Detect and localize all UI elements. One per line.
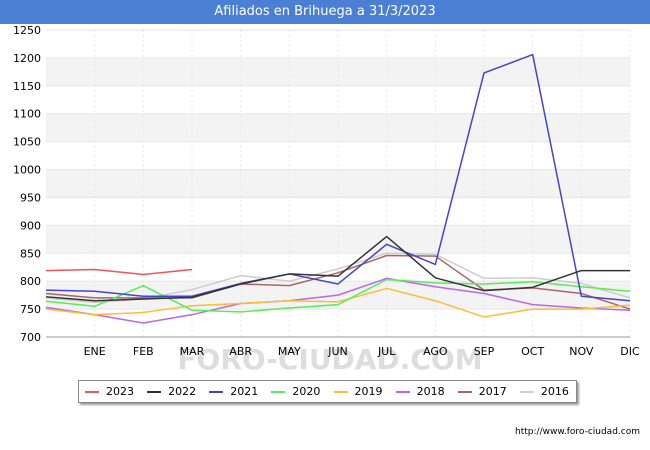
series-line-2023 [45,268,193,276]
series-line-2022 [45,235,630,302]
y-tick-label: 1250 [13,24,41,37]
series-line-2019 [45,287,631,318]
legend-item-2016: 2016 [519,381,569,402]
series-lines [45,53,631,324]
x-tick-label: JUN [327,345,348,358]
legend: 2023 2022 2021 2020 2019 2018 2017 2016 [78,380,577,403]
legend-item-2018: 2018 [395,381,445,402]
legend-swatch [519,390,534,393]
legend-item-2020: 2020 [271,381,320,402]
y-tick-label: 1200 [13,52,41,65]
line-chart: FORO-CIUDAD.COM 700 750 800 850 900 950 1000 10… [13,24,640,374]
y-tick-label: 700 [20,331,41,344]
legend-label: 2017 [478,385,507,398]
watermark: FORO-CIUDAD.COM [177,343,482,374]
y-tick-label: 850 [20,247,41,260]
legend-label: 2022 [168,385,197,398]
x-tick-label: ABR [229,345,252,358]
legend-swatch [395,390,410,393]
source-url: http://www.foro-ciudad.com [515,427,640,437]
x-tick-label: ENE [84,345,106,358]
grid-band [46,113,630,142]
series-line-2020 [45,278,631,313]
legend-label: 2019 [354,385,383,398]
legend-item-2021: 2021 [209,381,258,402]
legend-label: 2018 [416,385,445,398]
grid-band [46,225,630,254]
series-line-2021 [45,53,631,302]
y-tick-label: 1050 [13,136,41,149]
x-tick-label: MAR [180,345,205,358]
y-axis-ticks: 700 750 800 850 900 950 1000 1050 1100 1150 1200 12… [13,24,41,344]
legend-item-2019: 2019 [333,381,383,402]
y-tick-label: 750 [20,303,41,316]
chart-header: Afiliados en Brihuega a 31/3/2023 [0,0,650,24]
x-tick-label: DIC [620,345,640,358]
legend-swatch [457,390,472,393]
grid-lines [46,29,631,338]
legend-item-2022: 2022 [147,381,196,402]
y-tick-label: 900 [20,219,41,232]
legend-item-2023: 2023 [85,381,134,402]
x-tick-label: SEP [474,345,495,358]
grid-band [46,169,630,198]
grid-band [46,30,630,58]
x-tick-label: MAY [278,345,301,358]
legend-label: 2023 [106,385,134,398]
legend-swatch [147,390,162,393]
x-tick-label: AGO [423,345,448,358]
legend-label: 2021 [230,385,259,398]
x-tick-label: FEB [133,345,154,358]
legend-label: 2016 [540,385,569,398]
legend-swatch [209,390,224,393]
x-tick-label: NOV [569,345,594,358]
x-tick-label: OCT [521,345,544,358]
y-tick-label: 800 [20,275,41,288]
y-tick-label: 950 [20,191,41,204]
y-tick-label: 1100 [13,108,41,121]
series-line-2018 [45,277,631,324]
y-tick-label: 1000 [13,164,41,177]
legend-item-2017: 2017 [457,381,507,402]
x-tick-label: JUL [377,345,396,358]
legend-swatch [271,390,286,393]
legend-label: 2020 [292,385,321,398]
legend-swatch [85,390,99,393]
chart-title: Afiliados en Brihuega a 31/3/2023 [214,4,436,19]
y-tick-label: 1150 [13,80,41,93]
legend-swatch [333,390,348,393]
x-axis-ticks: ENE FEB MAR ABR MAY JUN JUL AGO SEP OCT NOV DIC [84,345,640,358]
